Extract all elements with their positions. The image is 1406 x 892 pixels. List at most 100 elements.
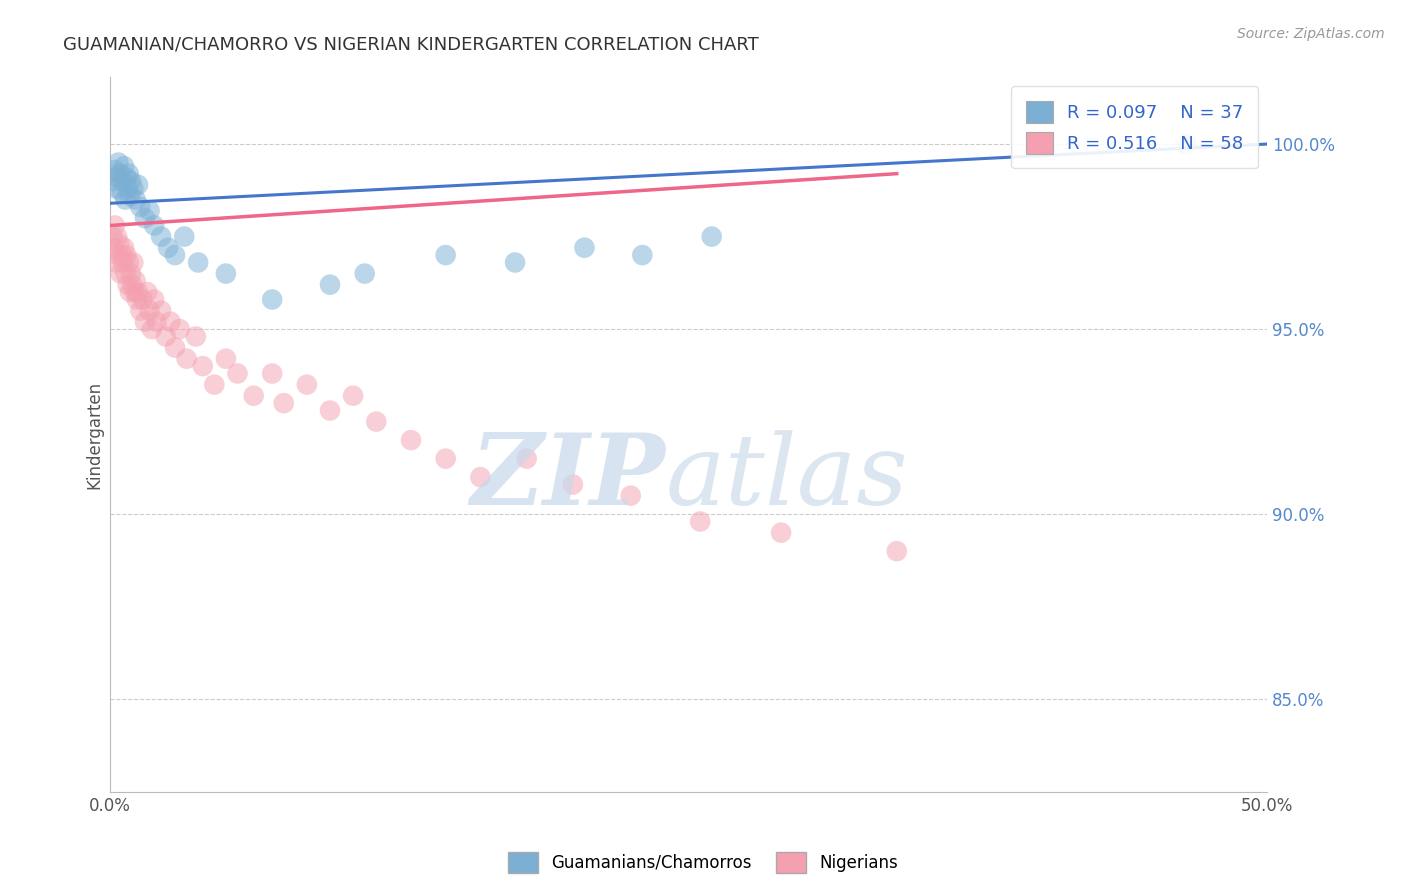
Point: [399, 433, 422, 447]
Point: [187, 255, 209, 269]
Point: [191, 359, 214, 373]
Point: [118, 255, 141, 269]
Point: [434, 248, 457, 262]
Point: [122, 181, 145, 195]
Point: [159, 315, 181, 329]
Point: [1174, 136, 1197, 151]
Point: [620, 489, 643, 503]
Point: [176, 351, 198, 366]
Point: [141, 322, 163, 336]
Point: [319, 277, 342, 292]
Point: [107, 155, 129, 169]
Legend: R = 0.097    N = 37, R = 0.516    N = 58: R = 0.097 N = 37, R = 0.516 N = 58: [1011, 87, 1258, 169]
Text: GUAMANIAN/CHAMORRO VS NIGERIAN KINDERGARTEN CORRELATION CHART: GUAMANIAN/CHAMORRO VS NIGERIAN KINDERGAR…: [63, 36, 759, 54]
Point: [115, 248, 138, 262]
Point: [689, 515, 711, 529]
Point: [111, 255, 134, 269]
Point: [184, 329, 207, 343]
Point: [226, 367, 249, 381]
Point: [111, 248, 134, 262]
Y-axis label: Kindergarten: Kindergarten: [86, 381, 103, 489]
Point: [173, 229, 195, 244]
Point: [516, 451, 538, 466]
Point: [127, 178, 149, 192]
Point: [120, 174, 142, 188]
Point: [108, 237, 131, 252]
Point: [124, 285, 146, 299]
Point: [503, 255, 526, 269]
Point: [118, 285, 141, 299]
Text: ZIP: ZIP: [471, 429, 665, 525]
Point: [112, 241, 135, 255]
Point: [770, 525, 793, 540]
Point: [114, 193, 136, 207]
Point: [131, 293, 153, 307]
Point: [118, 167, 141, 181]
Point: [129, 303, 152, 318]
Text: atlas: atlas: [665, 430, 908, 525]
Point: [169, 322, 191, 336]
Point: [110, 267, 132, 281]
Point: [319, 403, 342, 417]
Point: [134, 211, 156, 225]
Point: [143, 293, 166, 307]
Legend: Guamanians/Chamorros, Nigerians: Guamanians/Chamorros, Nigerians: [501, 846, 905, 880]
Text: Source: ZipAtlas.com: Source: ZipAtlas.com: [1237, 27, 1385, 41]
Point: [138, 303, 160, 318]
Point: [105, 181, 128, 195]
Point: [125, 193, 148, 207]
Point: [470, 470, 492, 484]
Point: [127, 285, 149, 299]
Point: [342, 389, 364, 403]
Point: [105, 255, 128, 269]
Point: [101, 229, 124, 244]
Point: [155, 329, 177, 343]
Point: [262, 293, 284, 307]
Point: [157, 241, 180, 255]
Point: [111, 185, 134, 199]
Point: [136, 285, 159, 299]
Point: [150, 303, 173, 318]
Point: [117, 277, 139, 292]
Point: [112, 159, 135, 173]
Point: [125, 274, 148, 288]
Point: [215, 351, 238, 366]
Point: [107, 248, 129, 262]
Point: [115, 170, 138, 185]
Point: [103, 174, 125, 188]
Point: [121, 277, 143, 292]
Point: [118, 189, 141, 203]
Point: [163, 341, 186, 355]
Point: [262, 367, 284, 381]
Point: [138, 203, 160, 218]
Point: [700, 229, 723, 244]
Point: [561, 477, 583, 491]
Point: [134, 315, 156, 329]
Point: [202, 377, 225, 392]
Point: [120, 267, 142, 281]
Point: [108, 167, 131, 181]
Point: [129, 200, 152, 214]
Point: [886, 544, 908, 558]
Point: [273, 396, 295, 410]
Point: [122, 255, 145, 269]
Point: [145, 315, 167, 329]
Point: [114, 267, 136, 281]
Point: [105, 170, 128, 185]
Point: [574, 241, 596, 255]
Point: [353, 267, 375, 281]
Point: [215, 267, 238, 281]
Point: [143, 219, 166, 233]
Point: [117, 181, 139, 195]
Point: [105, 229, 128, 244]
Point: [242, 389, 264, 403]
Point: [125, 293, 148, 307]
Point: [366, 415, 388, 429]
Point: [295, 377, 318, 392]
Point: [631, 248, 654, 262]
Point: [104, 163, 127, 178]
Point: [434, 451, 457, 466]
Point: [104, 219, 127, 233]
Point: [103, 241, 125, 255]
Point: [163, 248, 186, 262]
